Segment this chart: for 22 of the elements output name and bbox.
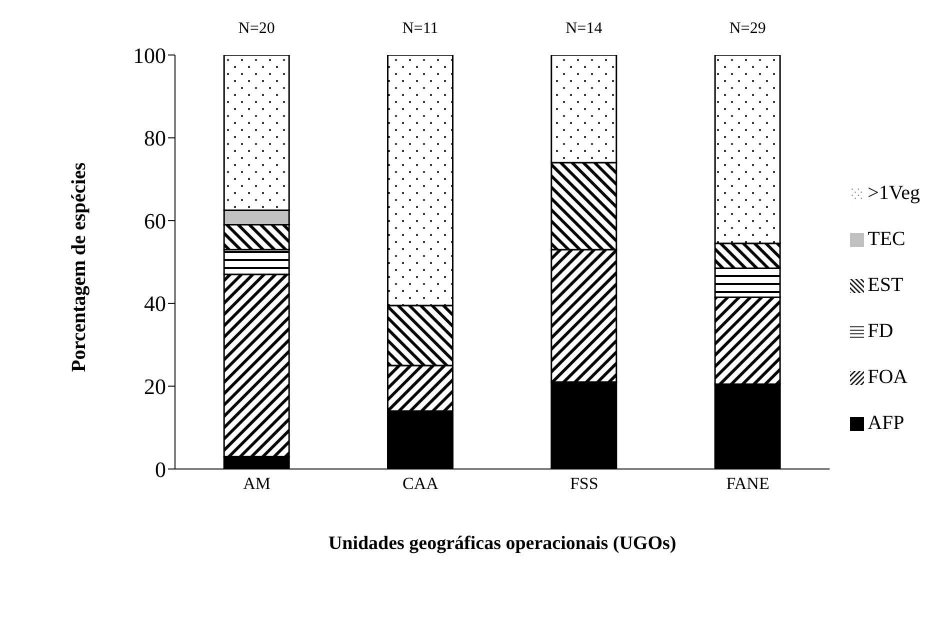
text: N=29 [729,20,766,37]
y-tick-label: 60 [144,208,166,234]
text: N=20 [238,20,275,37]
x-tick-label: CAA [402,474,440,494]
x-tick-label: FSS [570,474,598,494]
y-tick-label: 100 [133,42,166,68]
x-tick-label: FANE [726,474,770,494]
legend-label: AFP [868,412,904,434]
text: N=11 [402,20,438,37]
y-tick-label: 40 [144,291,166,316]
x-tick-label: AM [243,474,271,494]
legend-label: FOA [868,366,908,388]
legend-label: >1Veg [868,182,920,204]
y-tick-label: 20 [144,374,166,400]
text: N=14 [566,20,602,37]
legend-label: FD [868,320,894,342]
y-axis-title: Porcentagem de espécies [68,162,90,372]
legend-label: EST [868,274,904,296]
y-tick-label: 0 [155,456,166,482]
y-tick-label: 80 [144,126,166,151]
x-axis-title: Unidades geográficas operacionais (UGOs) [328,533,676,554]
legend-label: TEC [868,228,906,250]
